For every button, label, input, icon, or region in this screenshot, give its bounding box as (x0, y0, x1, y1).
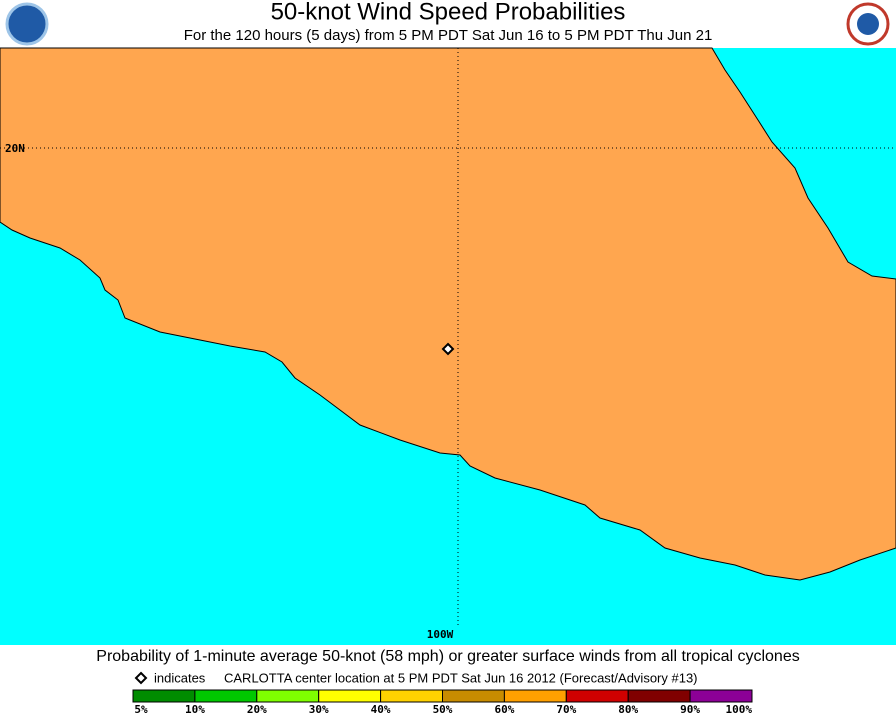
scale-label: 60% (494, 703, 514, 716)
scale-label: 50% (433, 703, 453, 716)
scale-label: 30% (309, 703, 329, 716)
title: 50-knot Wind Speed Probabilities (271, 0, 626, 25)
scale-label: 20% (247, 703, 267, 716)
scale-segment (194, 689, 258, 703)
scale-segment (380, 689, 444, 703)
caption: Probability of 1-minute average 50-knot … (96, 648, 799, 665)
noaa-logo (5, 2, 49, 46)
lon-label: 100W (427, 628, 454, 641)
scale-segment (442, 689, 505, 703)
lat-label: 20N (5, 142, 25, 155)
scale-segment (132, 689, 196, 703)
nws-logo-center (857, 13, 879, 35)
scale-segment (565, 689, 629, 703)
scale-label: 5% (134, 703, 148, 716)
scale-segment (318, 689, 382, 703)
scale-label: 10% (185, 703, 205, 716)
legend-symbol (134, 671, 148, 685)
color-scale: 5% 10% 20% 30% 40% 50% 60% 70% 80% 90% 100% (132, 689, 753, 716)
scale-label: 90% (680, 703, 700, 716)
scale-segment (689, 689, 753, 703)
scale-label: 40% (371, 703, 391, 716)
scale-label: 80% (618, 703, 638, 716)
scale-segment (503, 689, 567, 703)
scale-segment (256, 689, 320, 703)
scale-label: 70% (556, 703, 576, 716)
scale-segment (627, 689, 691, 703)
land (0, 47, 896, 581)
legend-text: CARLOTTA center location at 5 PM PDT Sat… (224, 670, 698, 685)
subtitle: For the 120 hours (5 days) from 5 PM PDT… (184, 27, 713, 44)
storm-center (441, 342, 455, 356)
legend-symbol-text: indicates (154, 670, 206, 685)
scale-label: 100% (726, 703, 753, 716)
